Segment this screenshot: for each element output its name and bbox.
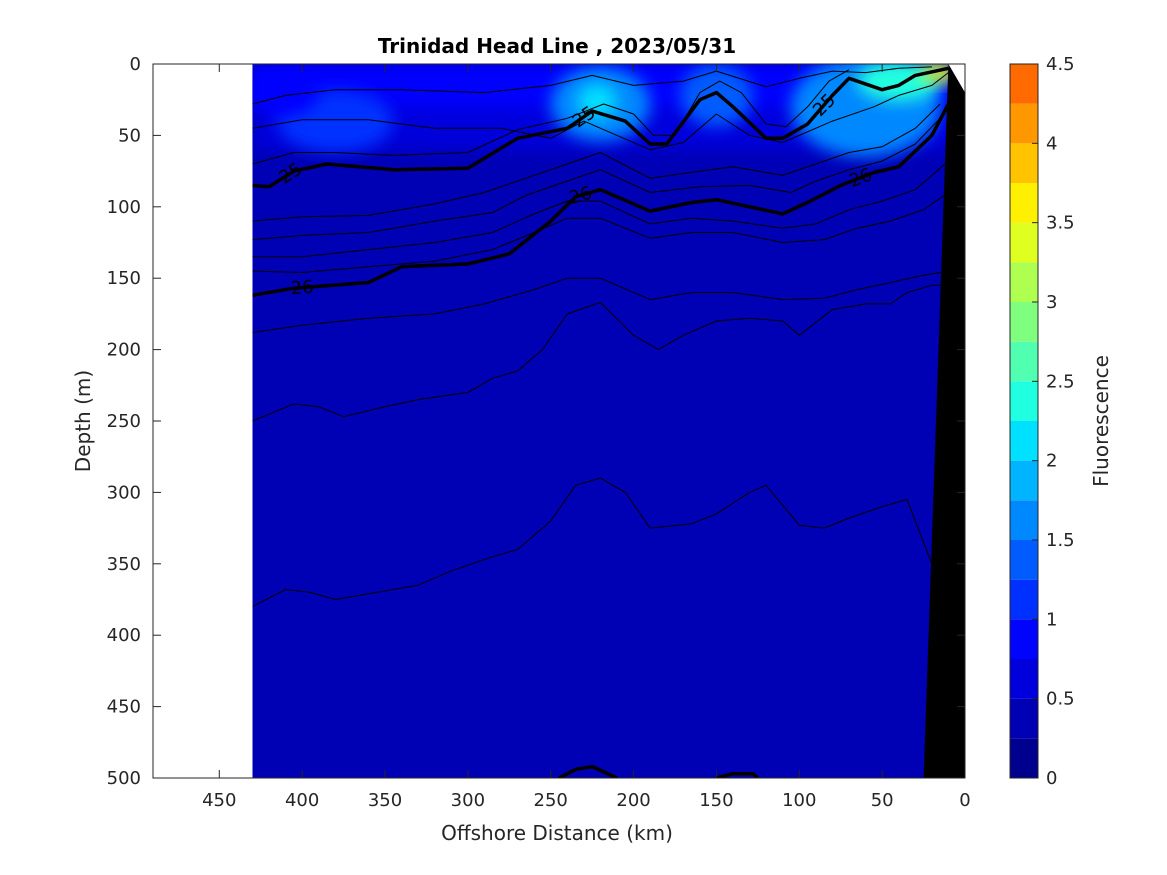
y-tick-label: 50 (118, 125, 141, 146)
colorbar-segment (1010, 381, 1038, 421)
colorbar-segment (1010, 619, 1038, 659)
y-tick-label: 0 (130, 54, 141, 75)
colorbar-segment (1010, 540, 1038, 580)
density-contour (252, 192, 949, 273)
x-axis-label: Offshore Distance (km) (441, 821, 673, 845)
colorbar-segment (1010, 302, 1038, 342)
y-axis-label: Depth (m) (71, 370, 95, 472)
data-region (252, 64, 965, 778)
colorbar-tick-label: 0.5 (1046, 689, 1075, 710)
colorbar-segment (1010, 341, 1038, 382)
x-tick-label: 300 (451, 790, 485, 811)
colorbar: 0 0.5 1 1.5 2 2.5 3 3.5 4 4.5 (1009, 54, 1075, 789)
colorbar-segment (1010, 103, 1038, 144)
colorbar-tick-label: 4 (1046, 133, 1057, 154)
x-tick-label: 350 (368, 790, 402, 811)
colorbar-segment (1010, 698, 1038, 739)
y-tick-label: 350 (107, 554, 141, 575)
colorbar-segment (1010, 183, 1038, 223)
bathymetry (923, 64, 965, 778)
y-tick-label: 150 (107, 268, 141, 289)
colorbar-tick-label: 1.5 (1046, 530, 1075, 551)
x-axis: 450 400 350 300 250 200 150 100 50 0 (202, 64, 971, 811)
chart-title: Trinidad Head Line , 2023/05/31 (378, 34, 736, 58)
colorbar-label: Fluorescence (1089, 355, 1113, 487)
colorbar-segment (1010, 143, 1038, 183)
colorbar-segment (1010, 262, 1038, 302)
colorbar-frame (1009, 63, 1039, 779)
colorbar-tick-label: 1 (1046, 609, 1057, 630)
y-tick-label: 450 (107, 697, 141, 718)
y-tick-label: 100 (107, 197, 141, 218)
x-tick-label: 50 (871, 790, 894, 811)
y-tick-label: 200 (107, 340, 141, 361)
density-contour (252, 103, 950, 298)
fluorescence-patch (679, 64, 753, 127)
density-contour (252, 160, 949, 258)
colorbar-segment (1010, 579, 1038, 620)
density-contour (252, 270, 949, 333)
density-contour (252, 284, 949, 422)
colorbar-segment (1010, 460, 1038, 501)
contour-label: 26 (290, 277, 314, 300)
y-tick-label: 250 (107, 411, 141, 432)
colorbar-segment (1010, 421, 1038, 461)
density-contour (252, 477, 941, 608)
density-contour (252, 66, 932, 105)
x-tick-label: 100 (782, 790, 816, 811)
colorbar-tick-label: 2.5 (1046, 371, 1075, 392)
y-tick-label: 500 (107, 768, 141, 789)
x-tick-label: 400 (285, 790, 319, 811)
coast-blank (948, 64, 965, 93)
colorbar-tick-label: 2 (1046, 451, 1057, 472)
fluorescence-patch (252, 69, 319, 116)
density-contour (252, 103, 941, 222)
density-contours (252, 66, 950, 778)
density-contour (558, 764, 618, 778)
x-tick-label: 250 (534, 790, 568, 811)
colorbar-tick-label: 3 (1046, 292, 1057, 313)
colorbar-tick-label: 4.5 (1046, 54, 1075, 75)
colorbar-segment (1010, 500, 1038, 540)
density-contour (252, 117, 941, 241)
x-tick-label: 150 (699, 790, 733, 811)
colorbar-tick-label: 3.5 (1046, 213, 1075, 234)
colorbar-segment (1010, 222, 1038, 263)
x-tick-label: 200 (616, 790, 650, 811)
colorbar-segment (1010, 738, 1038, 778)
y-tick-label: 400 (107, 625, 141, 646)
density-contour (252, 69, 850, 165)
x-tick-label: 0 (959, 790, 970, 811)
y-axis: 0 50 100 150 200 250 300 350 400 450 500 (107, 54, 965, 789)
density-contour (252, 72, 949, 151)
colorbar-tick-label: 0 (1046, 768, 1057, 789)
y-tick-label: 300 (107, 482, 141, 503)
x-tick-label: 450 (202, 790, 236, 811)
colorbar-segment (1010, 64, 1038, 104)
density-contour (715, 771, 760, 778)
fluorescence-patch (577, 83, 617, 119)
colorbar-segment (1010, 659, 1038, 699)
